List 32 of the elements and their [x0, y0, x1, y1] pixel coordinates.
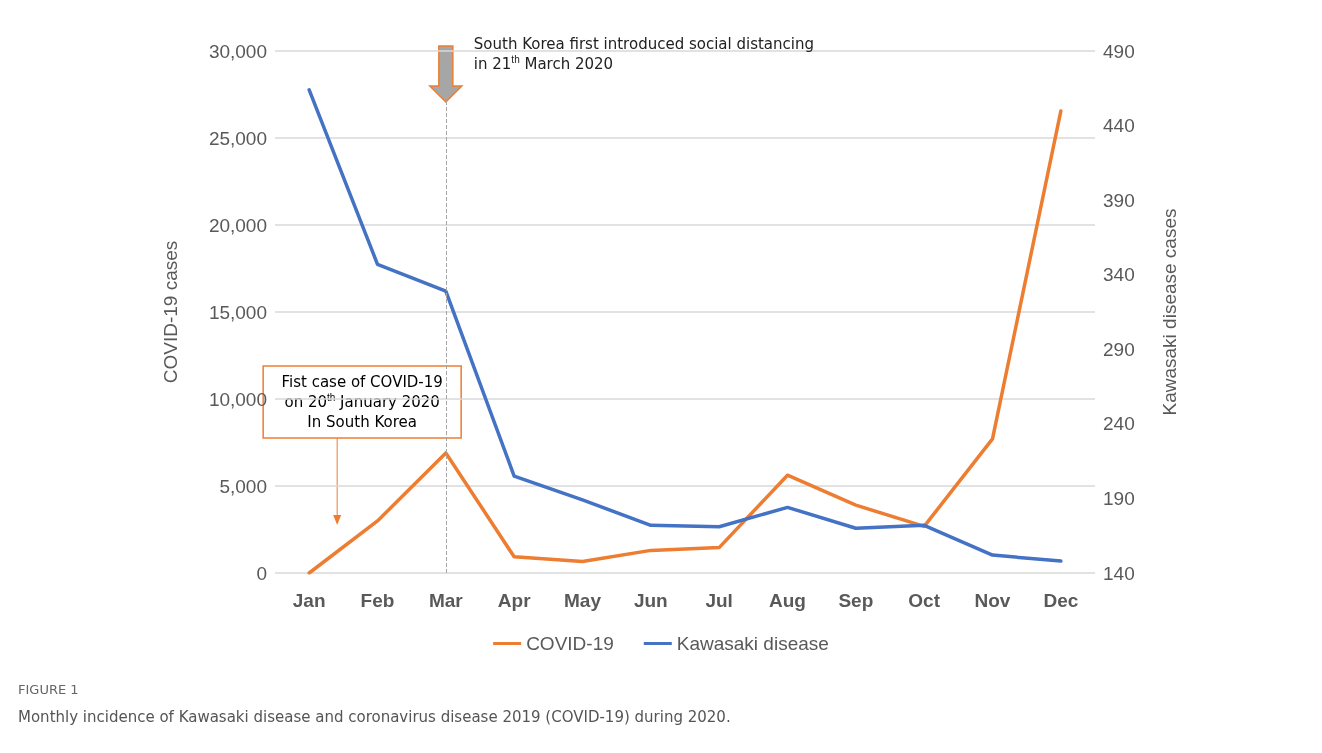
legend-label: Kawasaki disease — [676, 633, 829, 654]
x-tick-label: Oct — [908, 590, 941, 611]
y2-tick-label: 190 — [1103, 487, 1135, 509]
y2-tick-label: 240 — [1103, 413, 1135, 435]
x-tick-label: Nov — [974, 590, 1011, 611]
y-tick-label: 25,000 — [208, 127, 267, 149]
y2-axis-title: Kawasaki disease cases — [1159, 208, 1180, 416]
x-tick-label: Feb — [360, 590, 395, 611]
y2-tick-label: 290 — [1103, 338, 1135, 360]
legend-label: COVID-19 — [526, 633, 614, 654]
text: Monthly incidence of Kawasaki disease and coronavirus disease 2019 (COVID-19) during 2020. — [18, 707, 731, 726]
x-tick-label: Aug — [769, 590, 806, 611]
x-tick-label: Apr — [497, 590, 532, 611]
y2-tick-label: 340 — [1103, 264, 1135, 286]
y2-tick-label: 490 — [1103, 40, 1135, 62]
x-tick-label: Jan — [292, 590, 326, 611]
caption: FIGURE 1 — [18, 682, 79, 697]
x-tick-label: Jun — [633, 590, 668, 611]
y2-tick-label: 140 — [1103, 562, 1135, 584]
x-tick-label: Sep — [838, 590, 874, 611]
x-tick-label: Jul — [705, 590, 733, 611]
y-tick-label: 5,000 — [219, 475, 267, 497]
y-tick-label: 30,000 — [208, 40, 267, 62]
x-tick-label: Dec — [1043, 590, 1079, 611]
x-tick-label: Mar — [428, 590, 464, 611]
y2-tick-label: 440 — [1103, 115, 1135, 137]
y-tick-label: 20,000 — [208, 214, 267, 236]
y2-tick-label: 390 — [1103, 189, 1135, 211]
y-tick-label: 0 — [256, 562, 267, 584]
y-tick-label: 15,000 — [208, 301, 267, 323]
y-axis-title: COVID-19 cases — [160, 240, 181, 384]
x-tick-label: May — [564, 590, 602, 611]
